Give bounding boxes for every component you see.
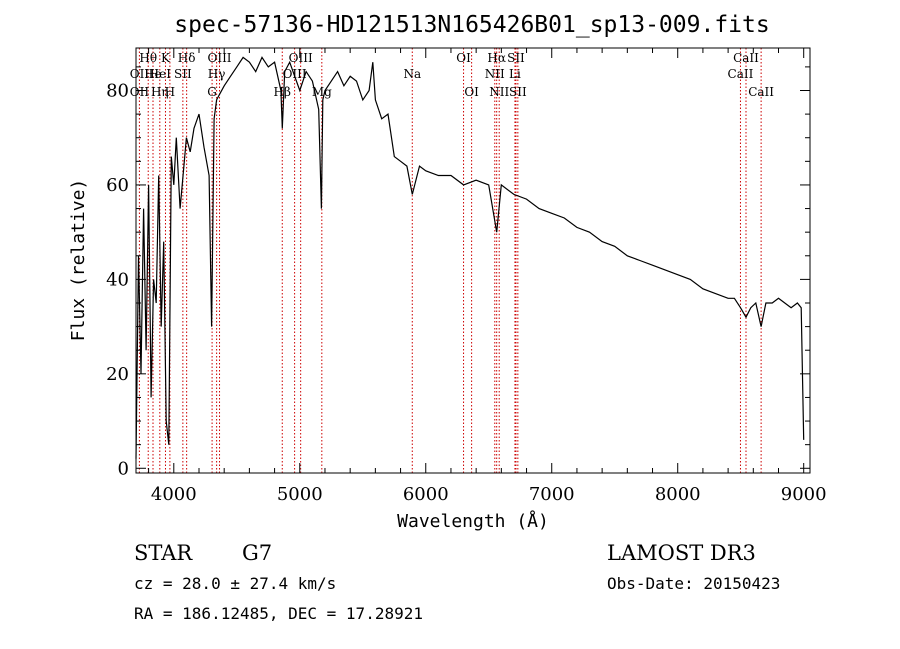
marker-label: SII [174, 67, 192, 81]
x-tick-label: 5000 [277, 484, 323, 505]
survey-label: LAMOST DR3 [607, 541, 756, 565]
marker-label: NII [485, 67, 505, 81]
marker-label: CaII [728, 67, 754, 81]
y-tick-label: 60 [106, 175, 129, 196]
x-tick-label: 8000 [655, 484, 701, 505]
x-tick-label: 4000 [151, 484, 197, 505]
y-axis-label: Flux (relative) [68, 179, 89, 342]
redshift-text: cz = 28.0 ± 27.4 km/s [134, 574, 336, 593]
object-class: STAR [134, 541, 193, 565]
marker-label: OII [130, 67, 150, 81]
marker-label: G [207, 85, 217, 99]
marker-label: Hβ [274, 85, 291, 99]
x-tick-label: 7000 [529, 484, 575, 505]
marker-label: CaII [748, 85, 774, 99]
y-axis-ticks: 0 20 40 60 80 [106, 66, 810, 479]
marker-label: OIII [207, 51, 231, 65]
y-tick-label: 40 [106, 269, 129, 290]
marker-label: H [165, 85, 175, 99]
spectrum-line [135, 56, 805, 459]
obs-date: Obs-Date: 20150423 [607, 574, 780, 593]
marker-label: Li [509, 67, 521, 81]
x-axis-label: Wavelength (Å) [397, 510, 549, 532]
marker-label: Hα [487, 51, 506, 65]
marker-label: Hθ [139, 51, 157, 65]
marker-label: OIII [289, 51, 313, 65]
marker-label: HeI [149, 67, 172, 81]
marker-label: NII [489, 85, 509, 99]
marker-label: OI [464, 85, 479, 99]
emission-line-markers [138, 48, 762, 473]
marker-label: OII [130, 85, 150, 99]
marker-label: SII [507, 51, 525, 65]
x-axis-ticks: 4000 5000 6000 7000 8000 9000 [148, 48, 827, 505]
y-tick-label: 0 [118, 458, 129, 479]
marker-label: OIII [283, 67, 307, 81]
marker-label: Hδ [178, 51, 196, 65]
y-tick-label: 20 [106, 364, 129, 385]
marker-label: Hη [151, 85, 169, 99]
x-tick-label: 9000 [781, 484, 827, 505]
marker-label: K [161, 51, 171, 65]
ra-dec: RA = 186.12485, DEC = 17.28921 [134, 604, 423, 623]
object-subclass: G7 [242, 541, 272, 565]
marker-label: He [144, 67, 162, 81]
marker-label: CaII [733, 51, 759, 65]
marker-label: OI [456, 51, 471, 65]
marker-label: Hγ [208, 67, 226, 81]
y-tick-label: 80 [106, 81, 129, 102]
marker-label: Na [403, 67, 421, 81]
x-tick-label: 6000 [403, 484, 449, 505]
plot-frame [135, 47, 811, 474]
marker-label: SII [509, 85, 527, 99]
chart-title: spec-57136-HD121513N165426B01_sp13-009.f… [174, 12, 769, 38]
